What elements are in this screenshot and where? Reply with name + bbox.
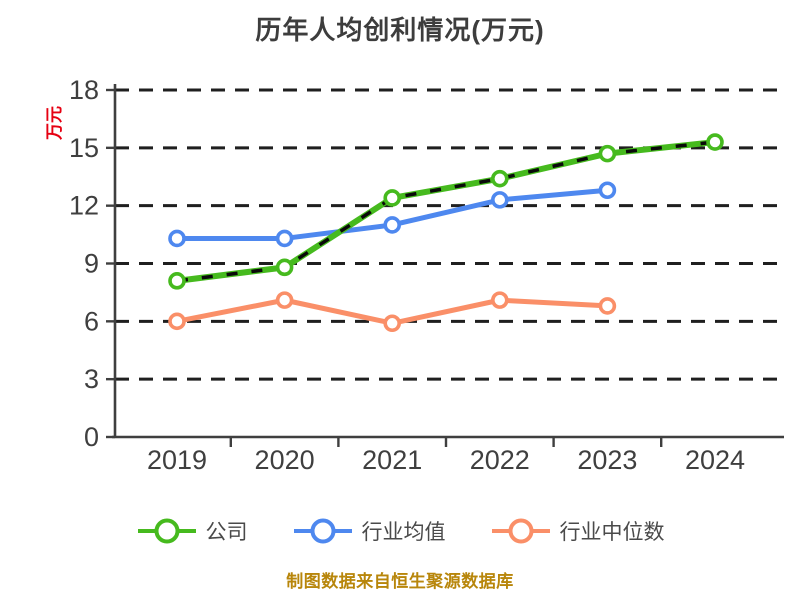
data-point-industry-median-2019 [168,312,186,331]
x-tick-label-2021: 2021 [362,445,422,475]
data-point-company-2022 [490,169,509,188]
y-tick-label: 9 [84,249,99,279]
legend-item-company: 公司 [136,512,248,550]
data-point-industry-average-2020 [275,229,294,248]
data-point-industry-average-2019 [168,229,186,248]
legend-label-industry-average: 行业均值 [361,521,446,544]
data-point-company-2019 [168,272,186,290]
legend-item-industry-median: 行业中位数 [490,512,665,550]
data-point-industry-average-2023 [598,181,617,200]
legend-marker-company [137,518,196,544]
legend-label-company: 公司 [205,521,248,544]
series-line-company [174,139,718,284]
data-point-company-2023 [598,144,617,163]
data-point-industry-median-2020 [275,291,294,309]
chart-title: 历年人均创利情况(万元) [255,15,545,45]
legend: 公司 行业均值 行业中位数 [0,512,800,550]
data-point-industry-average-2022 [490,191,509,209]
data-point-company-2020 [275,258,294,277]
legend-marker-industry-average [293,518,352,544]
y-tick-label: 6 [84,306,99,336]
x-tick-label-2024: 2024 [685,445,745,475]
x-tick-label-2020: 2020 [255,445,315,475]
legend-item-industry-average: 行业均值 [292,512,446,550]
data-point-industry-average-2021 [383,216,402,234]
y-axis-unit-label: 万元 [45,106,64,141]
y-tick-label: 18 [69,75,99,105]
data-point-industry-median-2023 [598,297,617,315]
x-tick-label-2022: 2022 [470,445,530,475]
y-tick-label: 15 [69,133,99,163]
data-source-note: 制图数据来自恒生聚源数据库 [286,572,514,591]
y-tick-label: 12 [69,191,99,221]
y-tick-label: 0 [84,422,99,452]
data-point-company-2021 [383,189,402,207]
y-tick-label: 3 [84,364,99,394]
x-tick-label-2023: 2023 [577,445,637,475]
legend-label-industry-median: 行业中位数 [559,521,665,544]
data-point-industry-median-2022 [490,291,509,309]
plot-area: 0 3 6 9 12 15 18 2019 2020 2021 2022 2023 2024 万元 [45,75,784,475]
data-point-company-2024 [706,133,724,151]
x-tick-label-2019: 2019 [147,445,207,475]
legend-marker-industry-median [491,518,550,544]
data-point-industry-median-2021 [383,314,402,333]
